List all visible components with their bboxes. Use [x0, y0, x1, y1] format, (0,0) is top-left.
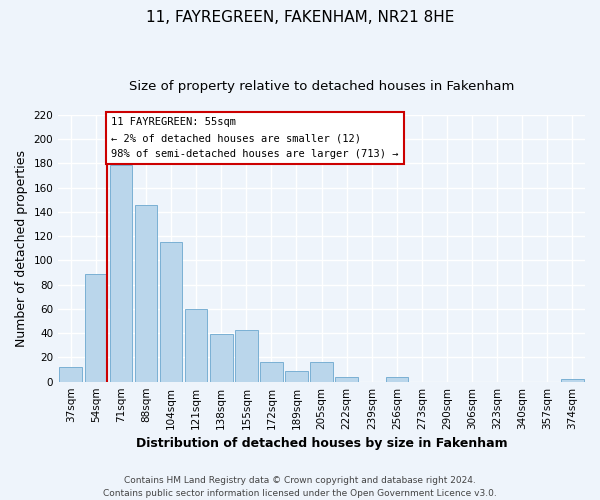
Bar [185, 309, 208, 382]
Bar [235, 330, 257, 382]
Bar [59, 367, 82, 382]
Bar [160, 242, 182, 382]
Bar [110, 164, 132, 382]
Text: 11, FAYREGREEN, FAKENHAM, NR21 8HE: 11, FAYREGREEN, FAKENHAM, NR21 8HE [146, 10, 454, 25]
Bar [285, 371, 308, 382]
Bar [134, 204, 157, 382]
Y-axis label: Number of detached properties: Number of detached properties [15, 150, 28, 347]
Text: Contains HM Land Registry data © Crown copyright and database right 2024.
Contai: Contains HM Land Registry data © Crown c… [103, 476, 497, 498]
Bar [386, 377, 408, 382]
Bar [260, 362, 283, 382]
X-axis label: Distribution of detached houses by size in Fakenham: Distribution of detached houses by size … [136, 437, 508, 450]
Bar [310, 362, 333, 382]
Bar [210, 334, 233, 382]
Title: Size of property relative to detached houses in Fakenham: Size of property relative to detached ho… [129, 80, 514, 93]
Bar [85, 274, 107, 382]
Bar [335, 377, 358, 382]
Text: 11 FAYREGREEN: 55sqm
← 2% of detached houses are smaller (12)
98% of semi-detach: 11 FAYREGREEN: 55sqm ← 2% of detached ho… [111, 118, 398, 158]
Bar [561, 380, 584, 382]
